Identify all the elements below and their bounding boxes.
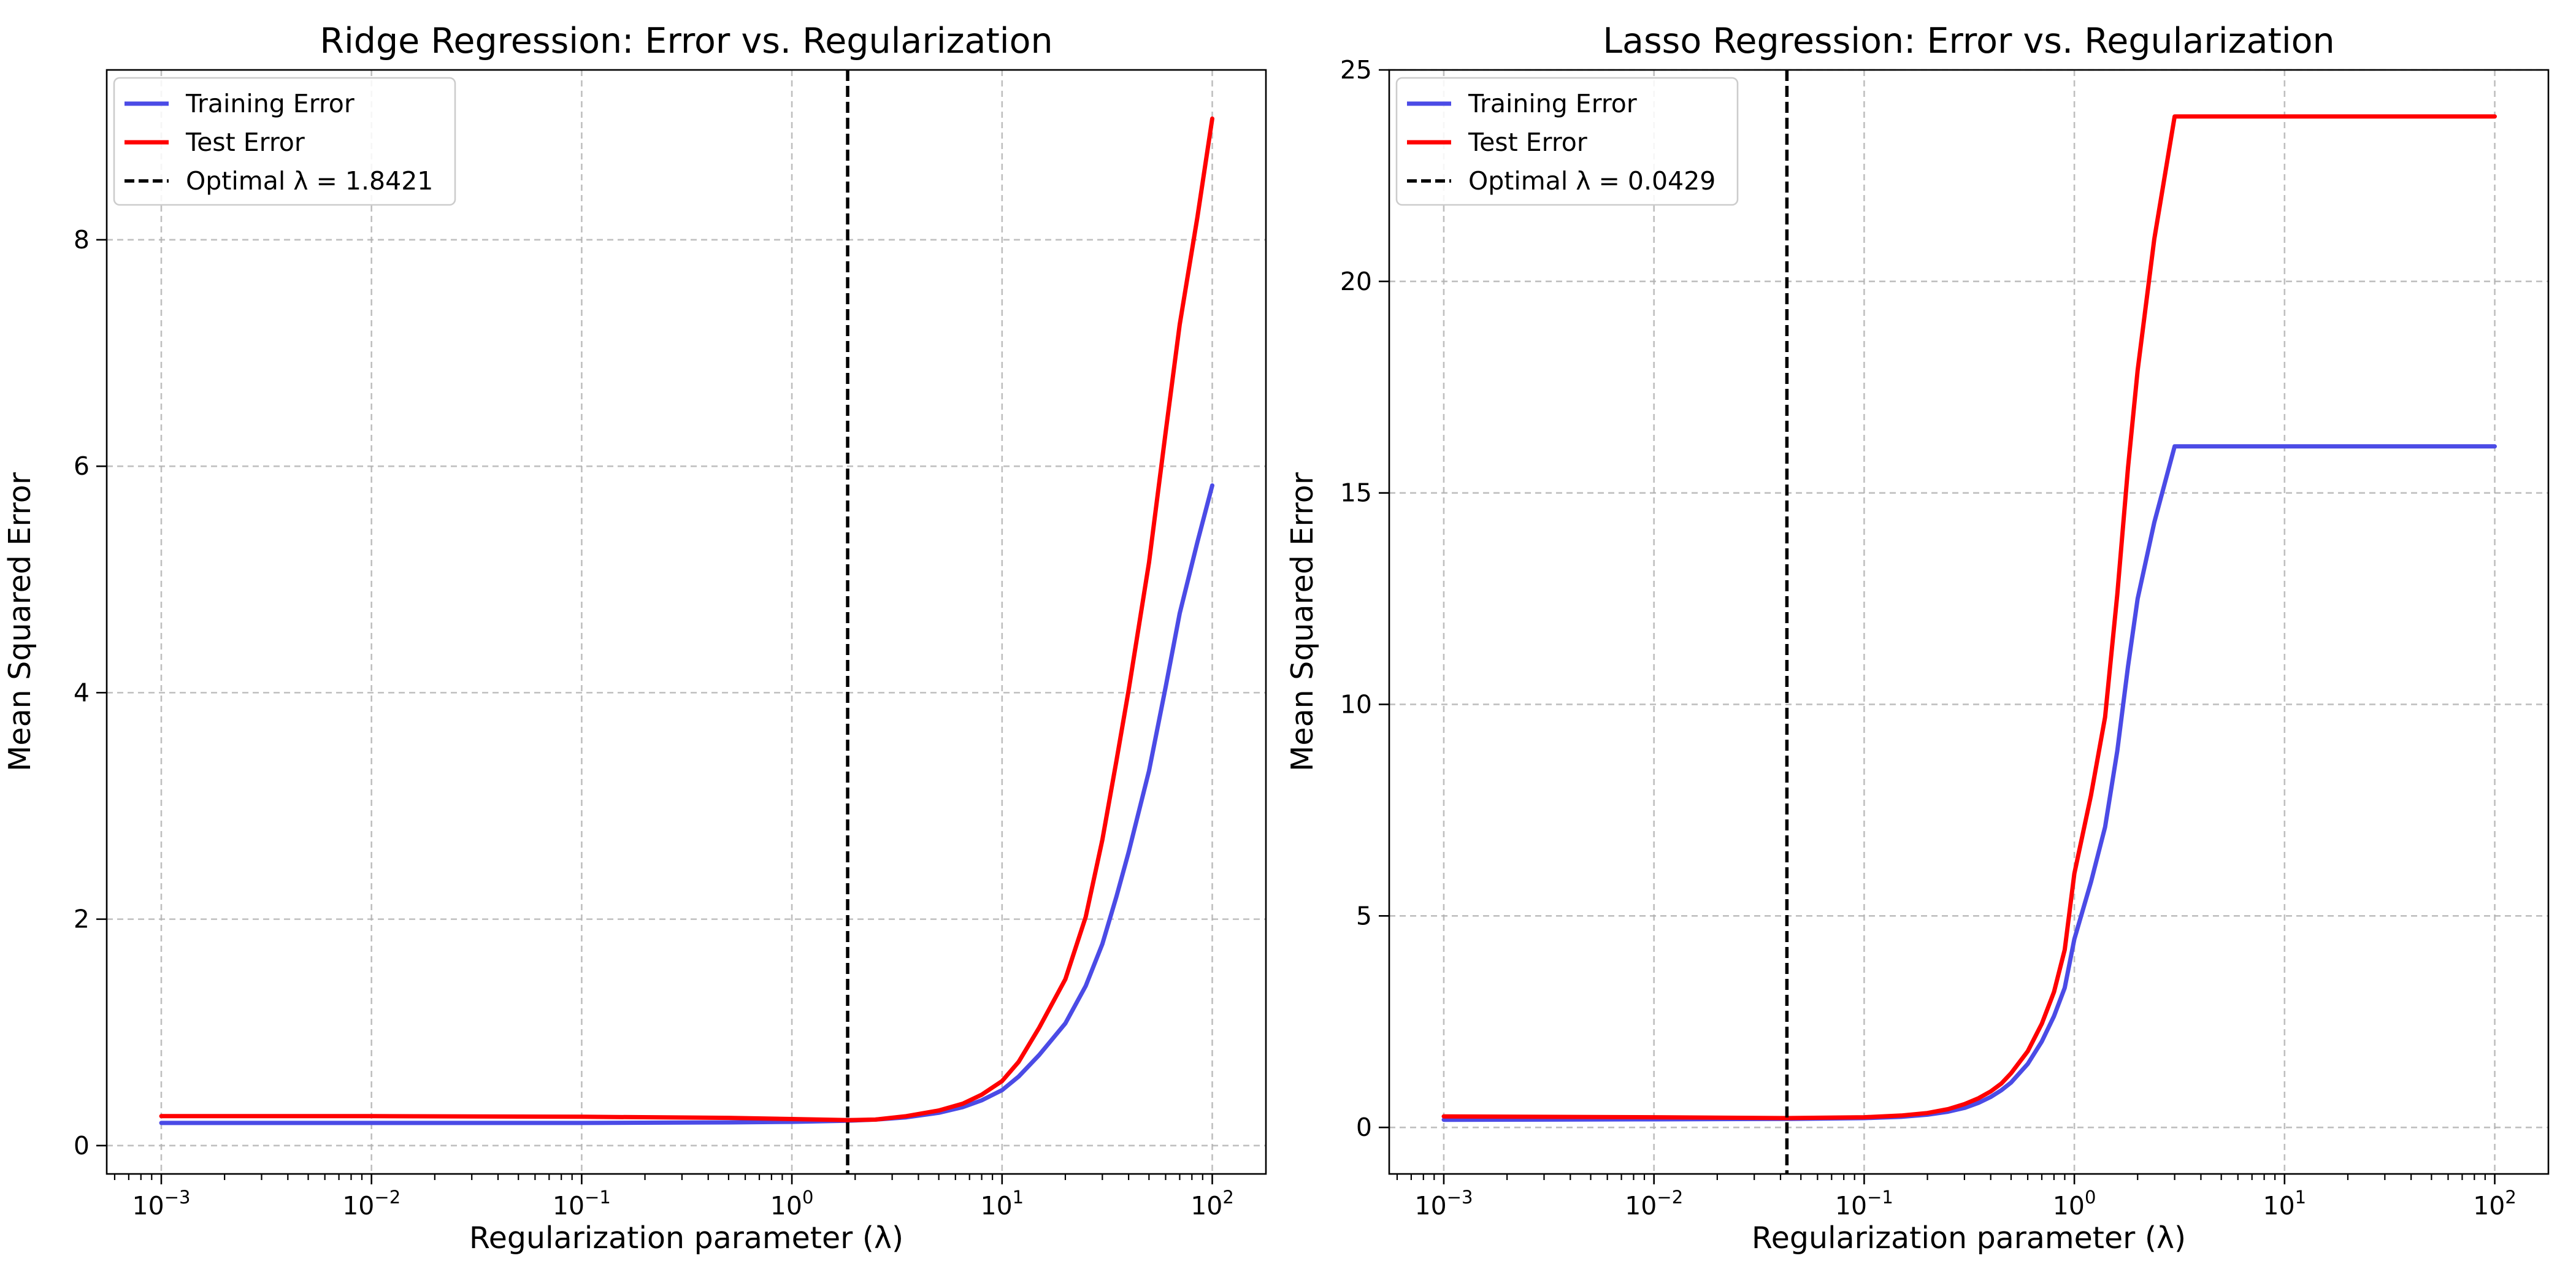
lasso-training-error-line — [1441, 444, 2497, 1122]
lasso-x-tick-label: 10−2 — [1625, 1187, 1683, 1221]
ridge-legend-label-training-error: Training Error — [185, 89, 355, 118]
ridge-legend-box — [113, 77, 456, 206]
ridge-x-tick-label: 10−1 — [553, 1187, 611, 1221]
ridge-x-tick-label: 100 — [770, 1187, 814, 1221]
lasso-y-tick-label: 25 — [1340, 55, 1372, 85]
ridge-axes-frame — [105, 69, 1267, 1175]
ridge-training-error-line — [159, 483, 1214, 1125]
ridge-y-axis-label: Mean Squared Error — [2, 472, 37, 772]
lasso-x-axis-label: Regularization parameter (λ) — [1752, 1221, 2186, 1255]
ridge-x-tick-label: 102 — [1190, 1187, 1234, 1221]
lasso-legend-label-training-error: Training Error — [1468, 89, 1637, 118]
lasso-legend: Training Error Test Error Optimal λ = 0.04… — [1395, 77, 1739, 206]
lasso-y-tick-label: 15 — [1340, 478, 1372, 508]
lasso-x-tick-label: 102 — [2473, 1187, 2517, 1221]
ridge-x-tick-label: 10−3 — [132, 1187, 191, 1221]
ridge-y-tick-label: 2 — [74, 905, 90, 934]
lasso-chart-title: Lasso Regression: Error vs. Regularizati… — [1603, 21, 2334, 61]
ridge-y-tick-label: 0 — [74, 1131, 90, 1160]
lasso-legend-box — [1395, 77, 1739, 206]
lasso-y-tick-label: 0 — [1356, 1113, 1372, 1142]
lasso-axes-frame — [1388, 69, 2550, 1175]
lasso-x-tick-label: 10−3 — [1415, 1187, 1473, 1221]
ridge-y-tick-label: 8 — [74, 225, 90, 255]
lasso-x-tick-label: 100 — [2053, 1187, 2096, 1221]
lasso-test-error-line — [1441, 114, 2497, 1121]
ridge-x-tick-label: 10−2 — [342, 1187, 401, 1221]
lasso-y-tick-label: 20 — [1340, 267, 1372, 296]
lasso-x-tick-label: 101 — [2263, 1187, 2306, 1221]
ridge-legend-label-optimal-lambda: Optimal λ = 1.8421 — [186, 166, 433, 196]
lasso-y-tick-label: 10 — [1340, 689, 1372, 719]
lasso-y-tick-label: 5 — [1356, 901, 1372, 930]
ridge-y-tick-label: 6 — [74, 451, 90, 481]
lasso-y-axis-label: Mean Squared Error — [1285, 472, 1320, 772]
ridge-x-tick-label: 101 — [980, 1187, 1024, 1221]
ridge-legend-label-test-error: Test Error — [185, 128, 305, 157]
lasso-chart: 10−3 10−2 10−1 100 101 102 0 5 10 15 20 25 Lasso Reg… — [1285, 21, 2550, 1255]
ridge-chart-title: Ridge Regression: Error vs. Regularizati… — [320, 21, 1052, 61]
lasso-x-tick-label: 10−1 — [1835, 1187, 1893, 1221]
lasso-legend-label-test-error: Test Error — [1468, 128, 1587, 157]
ridge-y-tick-label: 4 — [74, 678, 90, 707]
ridge-test-error-line — [159, 116, 1214, 1122]
ridge-legend: Training Error Test Error Optimal λ = 1.84… — [113, 77, 456, 206]
ridge-chart: 10−3 10−2 10−1 100 101 102 0 2 4 6 8 Ridge Regressi… — [2, 21, 1267, 1255]
ridge-x-axis-label: Regularization parameter (λ) — [469, 1221, 903, 1255]
lasso-legend-label-optimal-lambda: Optimal λ = 0.0429 — [1468, 166, 1715, 196]
